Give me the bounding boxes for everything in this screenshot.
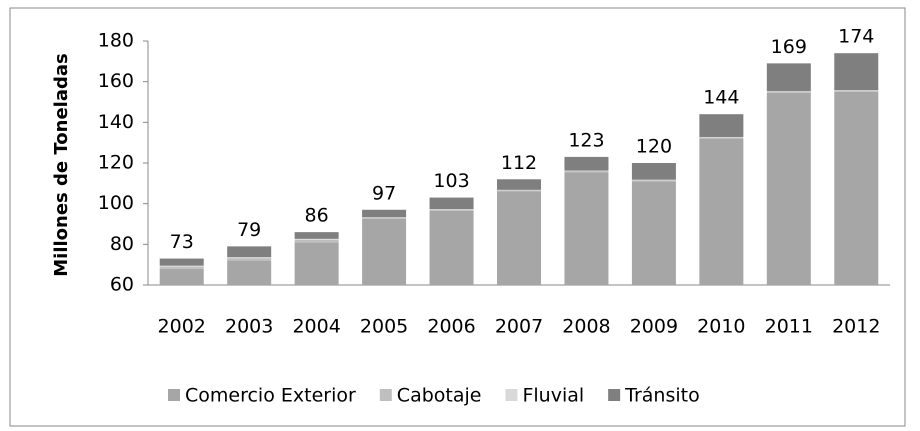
bar-segment (834, 53, 879, 91)
total-label: 97 (372, 182, 396, 204)
bar-segment (497, 189, 541, 191)
bar-segment (631, 163, 676, 180)
total-label: 73 (170, 231, 194, 253)
bar-segment (699, 138, 744, 285)
bar-segment (429, 209, 474, 210)
legend-swatch (608, 389, 621, 401)
bar-segment (294, 232, 339, 239)
bar-segment (429, 197, 474, 210)
y-tick-label: 60 (110, 274, 134, 296)
bar-segment (766, 63, 811, 92)
bar-segment (294, 239, 339, 243)
legend-swatch (379, 389, 392, 401)
bar-segment (294, 238, 339, 240)
bar-segment (159, 258, 204, 266)
legend-label: Fluvial (522, 385, 584, 407)
x-tick-label: 2004 (292, 316, 340, 338)
x-tick-label: 2010 (697, 316, 745, 338)
bar-segment (834, 91, 879, 285)
bar-segment (159, 268, 204, 285)
y-tick-label: 100 (98, 192, 134, 214)
total-label: 79 (237, 219, 261, 241)
y-tick-label: 120 (98, 152, 134, 174)
legend-swatch (168, 389, 180, 401)
bar-segment (497, 179, 541, 190)
legend-label: Comercio Exterior (185, 385, 356, 407)
x-tick-label: 2009 (630, 316, 678, 338)
y-tick-label: 160 (98, 70, 134, 92)
bar-segment (631, 179, 676, 181)
bar-segment (766, 92, 811, 285)
bar-segment (294, 242, 339, 285)
x-tick-label: 2007 (495, 316, 543, 338)
bar-segment (227, 257, 272, 259)
legend-label: Tránsito (624, 385, 700, 407)
bar-segment (766, 91, 811, 93)
total-label: 174 (838, 26, 874, 48)
legend-label: Cabotaje (397, 385, 482, 407)
bar-segment (362, 217, 407, 218)
bar-segment (362, 217, 407, 219)
bar-segment (429, 210, 474, 285)
bar-segment (834, 90, 879, 92)
bar-segment (699, 137, 744, 139)
bar-segment (564, 170, 609, 172)
total-label: 169 (771, 36, 807, 58)
bar-segment (159, 266, 204, 269)
x-tick-label: 2005 (360, 316, 408, 338)
bar-segment (362, 218, 407, 285)
total-label: 120 (636, 136, 672, 158)
total-label: 103 (433, 170, 469, 192)
total-label: 112 (501, 152, 537, 174)
legend-swatch (505, 389, 518, 401)
x-tick-label: 2006 (427, 316, 475, 338)
bar-segment (631, 181, 676, 285)
x-tick-label: 2008 (562, 316, 610, 338)
y-tick-label: 180 (98, 30, 134, 52)
bar-segment (429, 209, 474, 211)
y-tick-label: 80 (110, 233, 134, 255)
x-tick-label: 2011 (765, 316, 813, 338)
bar-segment (834, 90, 879, 91)
x-tick-label: 2012 (832, 316, 880, 338)
bar-segment (699, 114, 744, 137)
x-tick-label: 2003 (225, 316, 273, 338)
bar-segment (227, 258, 272, 261)
bar-segment (159, 265, 204, 267)
bar-segment (564, 172, 609, 285)
bar-segment (227, 246, 272, 258)
total-label: 144 (703, 87, 739, 109)
bar-segment (699, 136, 744, 138)
bar-segment (362, 209, 407, 218)
bar-segment (497, 191, 541, 285)
total-label: 86 (305, 205, 329, 227)
bar-segment (631, 180, 676, 182)
total-label: 123 (568, 129, 604, 151)
y-axis-label: Millones de Toneladas (51, 53, 72, 277)
y-tick-label: 140 (98, 111, 134, 133)
bar-segment (564, 171, 609, 173)
bar-segment (564, 156, 609, 171)
x-tick-label: 2002 (158, 316, 206, 338)
bar-segment (227, 260, 272, 285)
bar-segment (766, 91, 811, 92)
bar-segment (497, 190, 541, 192)
